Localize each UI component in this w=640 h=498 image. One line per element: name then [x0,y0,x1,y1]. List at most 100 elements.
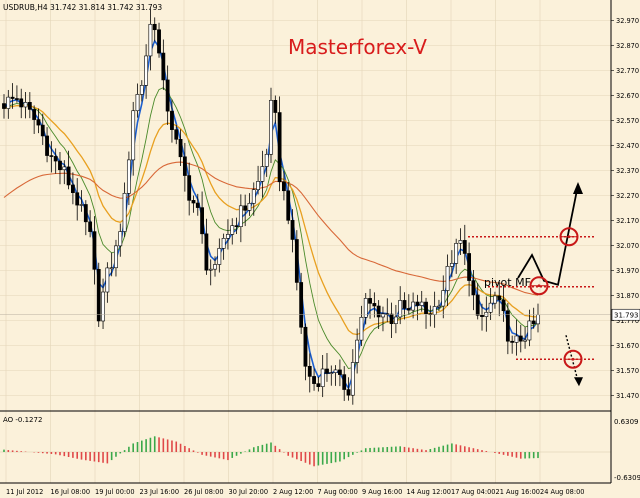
candle-body [256,181,260,191]
candle-body [346,389,351,396]
candle-body [372,303,377,307]
candle-body [139,85,144,95]
time-axis-label: 30 Jul 20:00 [229,488,269,496]
candle-body [208,268,213,271]
price-tick-label: 32.770 [616,67,639,75]
candle-body [23,102,28,108]
candle-body [282,181,286,192]
candle-body [290,220,295,240]
candle-body [83,204,88,223]
candle-body [178,139,183,158]
candle-body [92,231,97,270]
candle-body [307,365,312,377]
highlight-circle [563,349,583,369]
candle-body [165,79,170,112]
candle-body [148,23,153,57]
candle-body [238,205,243,227]
candle-body [174,129,179,140]
candle-body [467,253,471,281]
candle-body [432,306,437,315]
time-axis-label: 26 Jul 08:00 [184,488,224,496]
candle-body [488,302,493,313]
candle-body [376,305,381,318]
candle-body [493,295,497,304]
candle-body [531,320,536,325]
price-tick-label: 31.770 [616,317,639,325]
candle-body [381,313,385,318]
candle-body [2,103,6,109]
candle-body [312,376,316,384]
candle-body [393,316,398,325]
candle-body [144,55,149,86]
price-tick-label: 31.970 [616,267,639,275]
candle-body [19,98,24,108]
time-axis-label: 24 Aug 08:00 [540,488,584,496]
candle-body [406,308,411,311]
candle-body [66,166,71,186]
moving-average-line [3,104,539,336]
candle-body [329,372,334,374]
time-axis-labels: 11 Jul 2012 16 Jul 08:00 19 Jul 00:00 23 Ju… [6,488,584,496]
price-tick-label: 32.470 [616,142,639,150]
time-axis-label: 11 Jul 2012 [6,488,43,496]
candle-body [320,368,325,387]
candle-body [505,310,510,342]
price-tick-label: 31.870 [616,292,639,300]
candle-body [437,305,441,308]
candle-body [49,155,54,157]
candle-body [226,234,230,239]
candle-body [277,112,282,183]
candle-body [96,269,101,322]
candle-body [247,202,252,211]
candle-body [264,153,269,167]
down-arrow-head [574,377,583,387]
time-axis-label: 16 Jul 08:00 [51,488,91,496]
time-axis-label: 14 Aug 12:00 [407,488,451,496]
price-tick-label: 32.070 [616,242,639,250]
candle-body [514,335,519,343]
price-tick-label: 31.470 [616,392,639,400]
candle-body [40,124,45,137]
price-tick-label: 32.370 [616,167,639,175]
current-price-box [611,308,640,321]
candle-body [187,175,192,201]
candle-body [359,316,364,341]
candle-body [269,99,273,155]
candle-body [471,280,476,296]
candle-body [260,166,265,182]
candle-body [161,52,166,81]
time-axis-label: 7 Aug 00:00 [318,488,358,496]
candle-body [518,335,523,342]
candle-body [316,383,321,387]
candle-body [200,207,204,235]
highlight-circle [529,276,549,296]
candle-body [58,160,62,171]
price-axis-ticks: 32.970 32.870 32.770 32.670 32.570 32.470 32.3… [611,17,639,400]
price-tick-label: 32.170 [616,217,639,225]
candle-body [449,263,454,267]
up-arrow-head [573,182,583,194]
candle-body [230,225,235,235]
time-axis-label: 2 Aug 12:00 [273,488,313,496]
candle-body [191,200,196,204]
candle-body [333,369,338,373]
candle-body [6,96,11,109]
candle-body [454,243,459,264]
candle-body [363,298,368,318]
candle-body [114,245,118,269]
circle-center [571,357,575,361]
candle-body [303,326,308,367]
candle-body [527,320,532,341]
price-tick-label: 32.970 [616,17,639,25]
axes [0,0,612,484]
candle-body [243,205,248,211]
candle-body [402,300,407,309]
candle-body [523,339,527,342]
candle-body [286,190,291,221]
candle-body [445,266,450,291]
candle-body [217,248,222,265]
candle-body [221,238,226,249]
candle-body [109,267,114,270]
price-tick-label: 32.570 [616,117,639,125]
